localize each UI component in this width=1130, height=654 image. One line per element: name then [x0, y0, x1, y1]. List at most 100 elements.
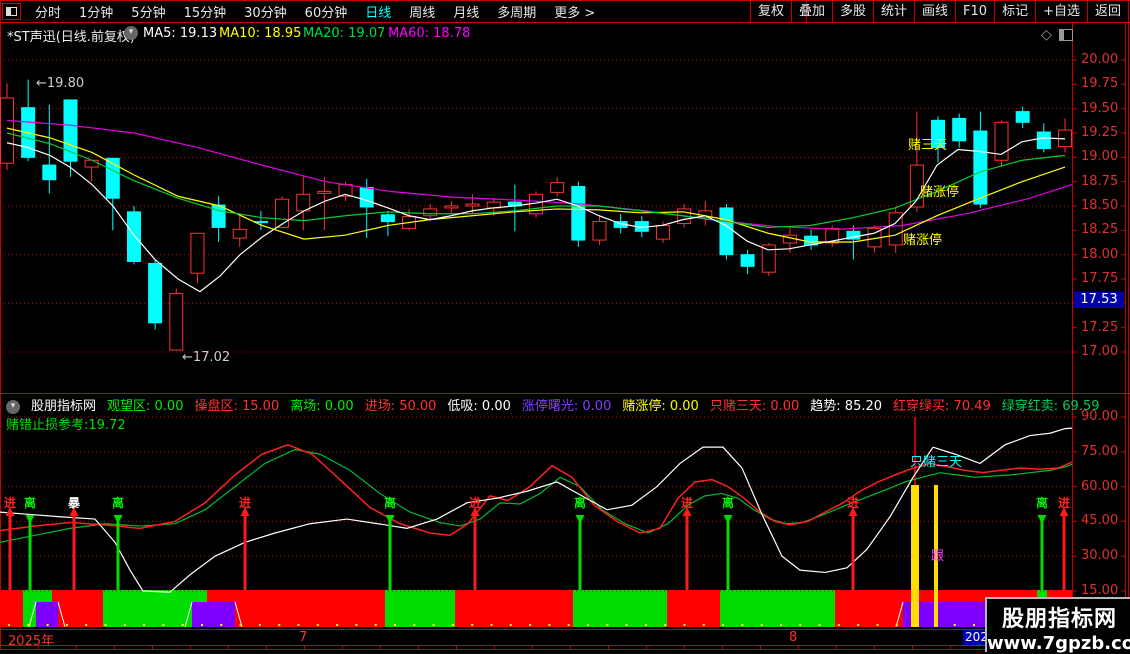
action-menu: 复权 叠加 多股 统计 画线 F10 标记 +自选 返回: [749, 1, 1129, 22]
price-tick-label: 17.25: [1081, 319, 1119, 335]
indicator-params: 观望区: 0.00 操盘区: 15.00 离场: 0.00 进场: 50.00 低吸: …: [107, 395, 1099, 414]
menu-period-月线[interactable]: 月线: [453, 6, 480, 21]
axis-right-border: [1125, 23, 1126, 646]
price-tick-label: 18.75: [1081, 173, 1119, 189]
period-menu: 分时 1分钟 5分钟 15分钟 30分钟 60分钟 日线 周线 月线 多周期 更多 >: [26, 1, 604, 22]
ma-label: MA10: 18.95: [219, 26, 302, 41]
indicator-tick-label: 30.00: [1081, 548, 1119, 564]
price-tick-label: 19.00: [1081, 149, 1119, 165]
current-price-badge: 17.53: [1074, 292, 1124, 308]
menu-period-1分钟[interactable]: 1分钟: [79, 6, 114, 21]
menu-action-多股[interactable]: 多股: [831, 1, 873, 22]
menu-period-多周期[interactable]: 多周期: [497, 6, 537, 21]
menu-action-标记[interactable]: 标记: [994, 1, 1035, 22]
split-pane-icon[interactable]: [1059, 29, 1073, 41]
menu-period-5分钟[interactable]: 5分钟: [131, 6, 166, 21]
menu-period-分时[interactable]: 分时: [35, 6, 62, 21]
title-bar: *ST声迅(日线.前复权) ▾ MA5: 19.13 MA10: 18.95 MA2…: [0, 23, 1130, 45]
signal-离: 离: [383, 496, 396, 510]
menu-action-复权[interactable]: 复权: [749, 1, 791, 22]
menu-action-F10[interactable]: F10: [955, 1, 994, 22]
date-label: 7: [299, 630, 308, 645]
param-赌涨停: 赌涨停: 0.00: [622, 399, 699, 414]
axis-left-border: [1072, 23, 1073, 646]
menu-period-日线[interactable]: 日线: [365, 6, 392, 21]
param-操盘区: 操盘区: 15.00: [194, 399, 280, 414]
param-低吸: 低吸: 0.00: [447, 399, 511, 414]
price-tick-label: 18.25: [1081, 222, 1119, 238]
indicator-tick-label: 45.00: [1081, 513, 1119, 529]
param-只赌三天: 只赌三天: 0.00: [709, 399, 800, 414]
price-tick-label: 19.50: [1081, 100, 1119, 116]
param-涨停曙光: 涨停曙光: 0.00: [521, 399, 612, 414]
watermark-url: www.7gpzb.com: [987, 633, 1130, 654]
ma-label: MA5: 19.13: [143, 26, 218, 41]
strip-segment: [385, 590, 455, 627]
menu-bar: 分时 1分钟 5分钟 15分钟 30分钟 60分钟 日线 周线 月线 多周期 更多 > 复权 叠加 多股…: [0, 1, 1130, 22]
stock-title: *ST声迅(日线.前复权): [7, 30, 135, 45]
menu-action-+自选[interactable]: +自选: [1035, 1, 1087, 22]
clock-icon[interactable]: ▾: [6, 395, 20, 414]
date-label: 8: [789, 630, 798, 645]
signal-进: 进: [680, 496, 693, 510]
menu-period-更多 >[interactable]: 更多 >: [554, 6, 596, 21]
strip-segment: [667, 590, 720, 627]
menu-period-周线[interactable]: 周线: [409, 6, 436, 21]
annotation: 赌三天: [908, 138, 948, 153]
menu-period-30分钟[interactable]: 30分钟: [244, 6, 287, 21]
stoploss-reference: 赌错止损参考:19.72: [6, 418, 126, 433]
date-axis[interactable]: 202 2025年 7 8: [0, 629, 1130, 649]
signal-进: 进: [238, 496, 251, 510]
annotation: 只赌三天: [910, 455, 963, 470]
layout-icon[interactable]: [2, 3, 21, 20]
param-观望区: 观望区: 0.00: [107, 399, 184, 414]
panel-divider: [0, 393, 1130, 394]
indicator-header: ▾ 股朋指标网 观望区: 0.00 操盘区: 15.00 离场: 0.00 进场: 5…: [6, 395, 1100, 414]
strip-purple-block: [36, 602, 58, 627]
indicator-tick-label: 60.00: [1081, 478, 1119, 494]
signal-离: 离: [23, 496, 36, 510]
signal-离: 离: [721, 496, 734, 510]
annotation: 赌涨停: [903, 233, 943, 248]
indicator-tick-label: 75.00: [1081, 443, 1119, 459]
price-tick-label: 20.00: [1081, 52, 1119, 67]
signal-离: 离: [1035, 496, 1048, 510]
menu-section-divider: [806, 0, 807, 22]
menu-action-返回[interactable]: 返回: [1086, 1, 1129, 22]
param-红穿绿买: 红穿绿买: 70.49: [893, 399, 991, 414]
strip-segment: [573, 590, 667, 627]
signal-进: 进: [1057, 496, 1070, 510]
watermark: 股朋指标网 www.7gpzb.com: [985, 597, 1130, 654]
indicator-tick-label: 15.00: [1081, 583, 1119, 598]
menu-period-60分钟[interactable]: 60分钟: [304, 6, 348, 21]
price-tick-label: 18.00: [1081, 246, 1119, 262]
bottom-scrollbar[interactable]: [0, 646, 1129, 649]
menu-period-15分钟[interactable]: 15分钟: [183, 6, 227, 21]
price-tick-label: 19.25: [1081, 124, 1119, 140]
menu-action-统计[interactable]: 统计: [873, 1, 914, 22]
strip-purple-block: [903, 602, 987, 627]
date-label: 2025年: [8, 634, 55, 649]
split-window-glyph: [6, 7, 17, 16]
ma-label: MA20: 19.07: [303, 26, 386, 41]
annotation: ←19.80: [36, 76, 85, 91]
price-tick-label: 19.75: [1081, 76, 1119, 92]
menu-action-叠加[interactable]: 叠加: [790, 1, 832, 22]
strip-segment: [0, 590, 23, 627]
axis-divider: [0, 629, 1130, 630]
param-进场: 进场: 50.00: [364, 399, 437, 414]
menu-action-画线[interactable]: 画线: [914, 1, 955, 22]
strip-segment: [720, 590, 835, 627]
price-tick-label: 17.00: [1081, 343, 1119, 359]
price-tick-label: 18.50: [1081, 197, 1119, 213]
indicator-tick-label: 90.00: [1081, 409, 1119, 424]
indicator-source: 股朋指标网: [31, 399, 97, 414]
param-离场: 离场: 0.00: [290, 399, 354, 414]
watermark-title: 股朋指标网: [1001, 607, 1117, 632]
signal-进: 进: [468, 496, 481, 510]
frame-right: [1128, 0, 1129, 650]
diamond-icon[interactable]: ◇: [1041, 27, 1052, 43]
annotation: 赌涨停: [920, 185, 960, 200]
chevron-down-icon[interactable]: ▾: [124, 26, 138, 40]
